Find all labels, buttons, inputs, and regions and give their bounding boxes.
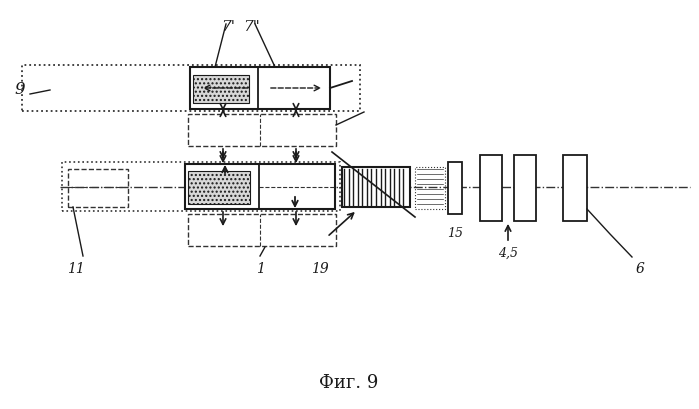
Bar: [68, 170, 128, 207]
Bar: [62, 163, 340, 211]
Text: 15: 15: [447, 227, 463, 239]
Text: 1: 1: [256, 261, 264, 275]
Bar: [185, 164, 335, 209]
Text: 19: 19: [311, 261, 329, 275]
Bar: [22, 66, 360, 112]
Bar: [193, 76, 249, 104]
Bar: [342, 168, 410, 207]
Text: 7': 7': [221, 20, 235, 34]
Bar: [415, 168, 445, 209]
Bar: [514, 155, 536, 221]
Text: 9: 9: [14, 80, 24, 97]
Bar: [563, 155, 587, 221]
Bar: [188, 115, 336, 147]
Text: 4,5: 4,5: [498, 246, 518, 259]
Bar: [188, 214, 336, 246]
Bar: [480, 155, 502, 221]
Bar: [448, 163, 462, 214]
Bar: [188, 172, 250, 204]
Text: 6: 6: [635, 261, 644, 275]
Text: Фиг. 9: Фиг. 9: [319, 373, 379, 391]
Text: 7": 7": [244, 20, 260, 34]
Bar: [190, 68, 330, 110]
Text: 11: 11: [67, 261, 85, 275]
